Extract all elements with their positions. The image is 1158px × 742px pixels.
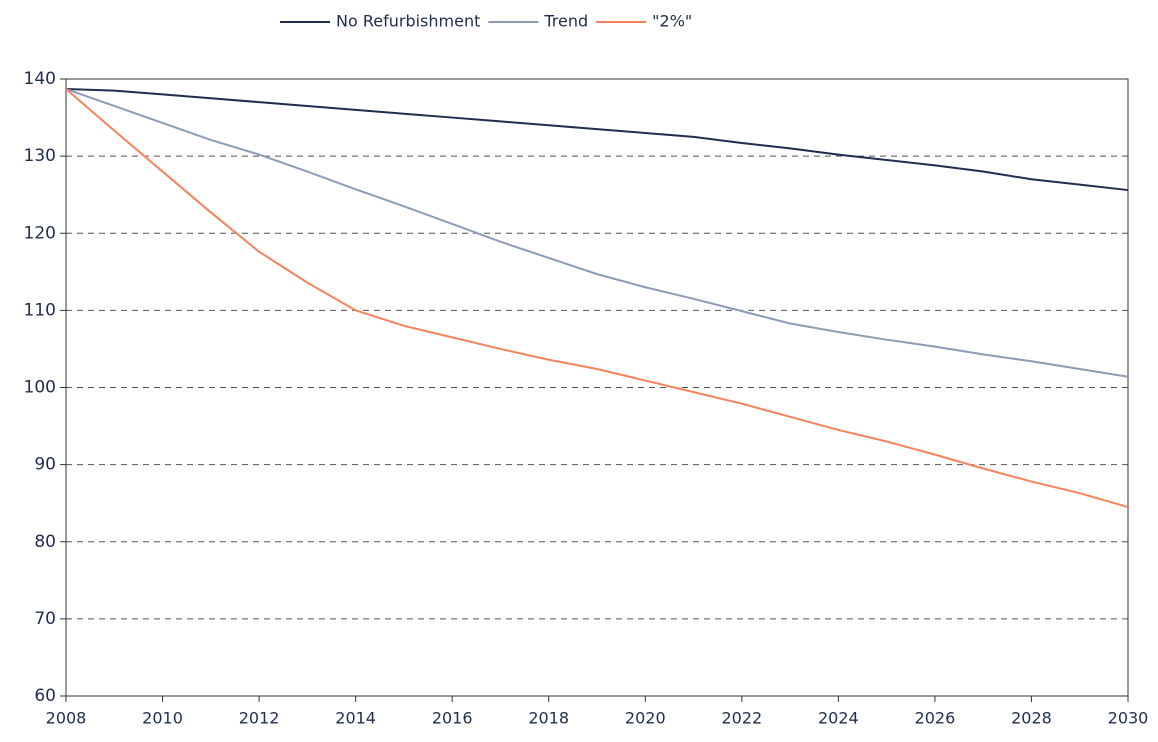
y-tick-label: 100 [24,378,56,398]
x-tick-label: 2008 [46,709,87,728]
series-line [65,88,1129,192]
legend-label: Trend [543,12,588,31]
x-tick-label: 2010 [142,709,183,728]
y-tick-label: 70 [34,609,56,629]
x-tick-label: 2014 [335,709,376,728]
y-tick-label: 120 [24,223,56,243]
x-tick-label: 2028 [1011,709,1052,728]
y-tick-label: 60 [34,686,56,706]
x-tick-label: 2022 [721,709,762,728]
series-line [65,88,1129,378]
x-tick-label: 2020 [625,709,666,728]
plot-frame [65,78,1129,697]
x-tick-label: 2030 [1108,709,1149,728]
y-tick-label: 130 [24,146,56,166]
x-tick-label: 2018 [528,709,569,728]
y-tick-label: 80 [34,532,56,552]
y-tick-label: 90 [34,455,56,475]
y-tick-label: 140 [24,69,56,89]
legend-label: "2%" [652,12,692,31]
series-line [65,88,1129,509]
x-tick-label: 2016 [432,709,473,728]
x-tick-label: 2024 [818,709,859,728]
x-tick-label: 2012 [239,709,280,728]
y-tick-label: 110 [24,300,56,320]
x-tick-label: 2026 [915,709,956,728]
legend-label: No Refurbishment [336,12,480,31]
legend: No Refurbishment Trend "2%" [280,12,692,31]
